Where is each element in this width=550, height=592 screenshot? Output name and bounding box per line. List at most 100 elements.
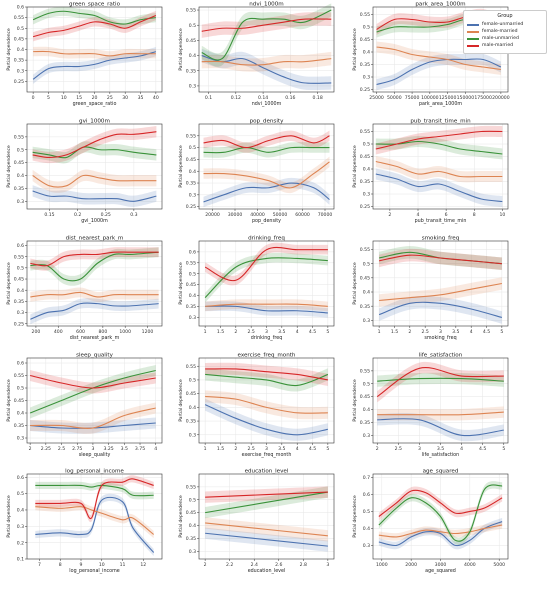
series-line	[32, 51, 157, 80]
x-tick-label: 3	[265, 329, 268, 335]
series-line	[32, 190, 157, 202]
x-tick-label: 0	[32, 95, 35, 101]
x-tick-label: 2.6	[275, 562, 282, 568]
subplot-title: smoking_freq	[422, 236, 460, 242]
x-tick-label: 4.5	[309, 329, 316, 335]
y-tick-label: 0.4	[17, 173, 24, 179]
x-tick-label: 0.3	[130, 212, 137, 218]
series-line	[377, 377, 504, 382]
y-axis-label: Partial dependence	[352, 145, 358, 188]
y-tick-label: 0.55	[186, 8, 196, 14]
x-tick-label: 600	[76, 329, 85, 335]
y-tick-label: 0.35	[360, 179, 370, 185]
confidence-band	[30, 417, 156, 434]
legend-item: male-married	[467, 42, 543, 49]
confidence-band	[377, 361, 504, 403]
series-line	[30, 251, 159, 267]
y-tick-label: 0.5	[363, 142, 370, 148]
legend-swatch	[467, 30, 479, 33]
x-tick-label: 20	[92, 95, 98, 101]
y-tick-label: 0.6	[189, 249, 196, 255]
subplot: age_squared 0.3 0.4 0.5 0.6 0.7 1000 2000 3000 40…	[352, 469, 509, 574]
y-tick-label: 0.35	[14, 423, 24, 429]
series-line	[205, 491, 328, 498]
series-line	[376, 367, 504, 398]
y-tick-label: 0.3	[363, 75, 370, 81]
y-tick-label: 0.25	[360, 204, 370, 210]
y-tick-label: 0.55	[14, 134, 24, 140]
series-line	[204, 404, 328, 436]
y-tick-label: 0.3	[189, 84, 196, 90]
y-axis-label: Partial dependence	[178, 379, 184, 422]
series-line	[378, 521, 503, 547]
x-tick-label: 70000	[318, 212, 333, 218]
subplot: log_personal_income 0.1 0.2 0.3 0.4 0.5 0.6 7 8 9…	[6, 469, 163, 574]
legend-item: female-married	[467, 28, 543, 35]
x-tick-label: 60000	[295, 212, 310, 218]
x-tick-label: 40000	[250, 212, 265, 218]
x-tick-label: 1	[378, 329, 381, 335]
x-tick-label: 4.5	[479, 446, 486, 452]
legend-item: male-unmarried	[467, 35, 543, 42]
x-tick-label: 4	[296, 446, 299, 452]
y-tick-label: 0.55	[186, 260, 196, 266]
y-tick-label: 0.3	[189, 432, 196, 438]
x-tick-label: 2.4	[251, 562, 258, 568]
y-tick-label: 0.45	[360, 394, 370, 400]
y-tick-label: 0.4	[189, 53, 196, 59]
subplot-title: sleep_quality	[76, 353, 114, 359]
x-tick-label: 0.2	[74, 212, 81, 218]
x-tick-label: 4	[470, 329, 473, 335]
y-tick-label: 0.3	[189, 192, 196, 198]
series-line	[205, 303, 328, 307]
confidence-band	[205, 242, 328, 286]
y-tick-label: 0.2	[17, 540, 24, 546]
y-axis-label: Partial dependence	[6, 145, 12, 188]
confidence-band	[30, 247, 159, 271]
x-tick-label: 4	[417, 212, 420, 218]
x-tick-label: 3.5	[452, 329, 459, 335]
y-tick-label: 0.3	[17, 524, 24, 530]
y-tick-label: 0.4	[363, 50, 370, 56]
y-tick-label: 0.5	[17, 386, 24, 392]
y-tick-label: 0.35	[14, 299, 24, 305]
series-line	[32, 146, 157, 159]
subplot: gvi_1000m 0.3 0.35 0.4 0.45 0.5 0.55 0.15 0.2 0.2…	[6, 119, 163, 224]
confidence-band	[30, 298, 159, 325]
x-tick-label: 50000	[273, 212, 288, 218]
y-axis-label: Partial dependence	[352, 28, 358, 71]
x-tick-label: 5000	[493, 562, 505, 568]
x-tick-label: 200000	[492, 95, 510, 101]
series-line	[30, 291, 159, 298]
x-tick-label: 10	[499, 212, 505, 218]
x-tick-label: 3	[265, 446, 268, 452]
y-tick-label: 0.6	[17, 5, 24, 11]
y-tick-label: 0.55	[360, 129, 370, 135]
x-tick-label: 0.12	[231, 95, 241, 101]
confidence-band	[376, 53, 501, 90]
x-tick-label: 11	[120, 562, 126, 568]
y-tick-label: 0.25	[186, 204, 196, 210]
y-tick-label: 0.6	[363, 492, 370, 498]
series-line	[204, 257, 328, 299]
series-line	[378, 301, 503, 319]
y-tick-label: 0.35	[186, 419, 196, 425]
x-axis-label: pop_density	[252, 218, 281, 224]
series-line	[375, 130, 503, 150]
x-tick-label: 1000	[119, 329, 131, 335]
confidence-band	[203, 142, 330, 158]
x-tick-label: 4	[296, 329, 299, 335]
x-tick-label: 5	[500, 329, 503, 335]
subplot-title: dist_nearest_park_m	[66, 236, 124, 242]
y-tick-label: 0.45	[186, 157, 196, 163]
confidence-band	[33, 46, 156, 84]
subplot-title: pop_density	[250, 119, 285, 125]
y-tick-label: 0.45	[14, 36, 24, 42]
y-tick-label: 0.3	[363, 543, 370, 549]
series-line	[378, 524, 503, 538]
series-line	[30, 302, 159, 320]
series-line	[30, 407, 156, 429]
subplot: pop_density 0.25 0.3 0.35 0.4 0.45 0.5 0.55 2000…	[178, 119, 335, 224]
y-tick-label: 0.7	[363, 475, 370, 481]
confidence-band	[375, 168, 503, 207]
